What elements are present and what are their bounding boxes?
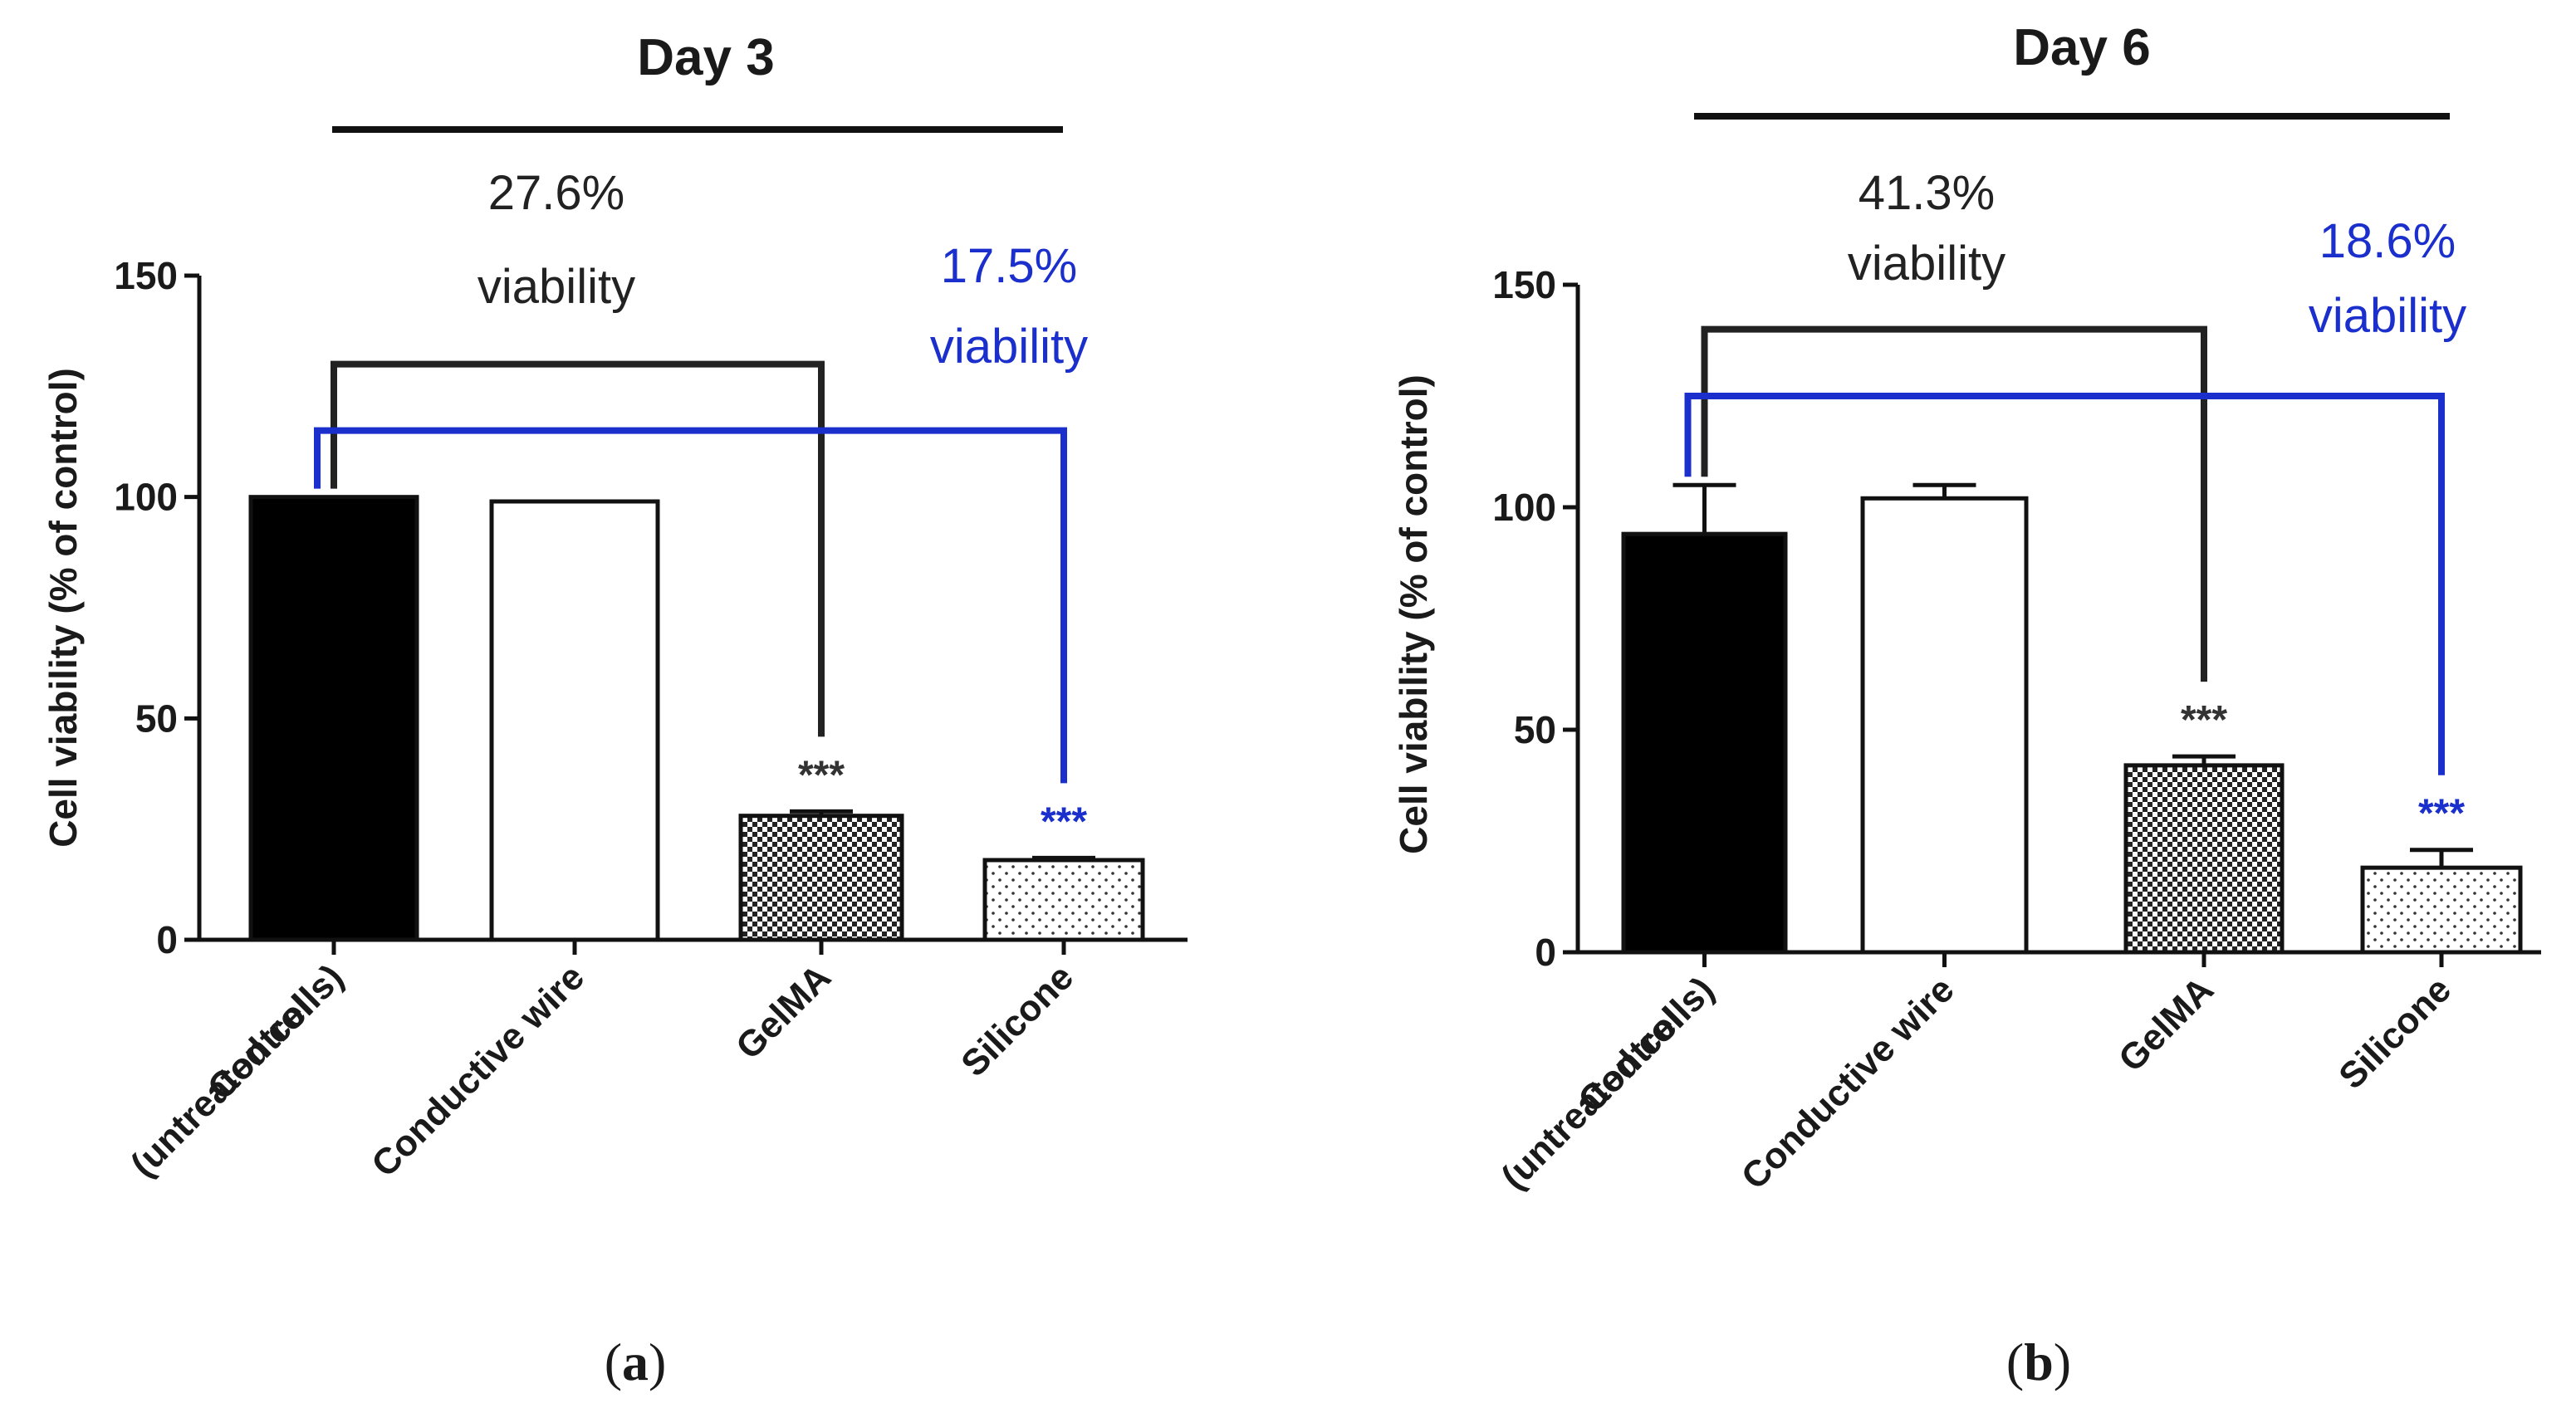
comparison-bracket xyxy=(1701,325,2207,682)
y-tick-label: 0 xyxy=(1535,931,1556,974)
x-category-label: GelMA xyxy=(728,956,839,1067)
annotation-percent: 41.3% xyxy=(1859,166,1995,220)
y-tick-label: 100 xyxy=(114,476,178,519)
panel-label: (b) xyxy=(2006,1332,2071,1391)
chart-title: Day 3 xyxy=(637,29,774,86)
annotation-percent: 18.6% xyxy=(2319,214,2456,268)
y-tick-label: 50 xyxy=(1514,708,1556,751)
y-tick-label: 150 xyxy=(114,254,178,297)
bar xyxy=(1621,531,1788,955)
chart-title: Day 6 xyxy=(2013,19,2150,76)
x-category-label: Silicone xyxy=(2331,969,2459,1097)
bar xyxy=(489,499,660,942)
panel-label: (a) xyxy=(605,1332,667,1391)
significance-stars: *** xyxy=(1041,799,1087,843)
bar xyxy=(2123,763,2285,955)
bar xyxy=(738,814,904,942)
y-tick-label: 50 xyxy=(135,697,178,740)
x-category-label: Conductive wire xyxy=(364,956,592,1185)
bar xyxy=(248,495,419,942)
x-category-label: (untreated cells) xyxy=(1494,969,1722,1197)
annotation-label: viability xyxy=(2309,289,2466,343)
annotation-label: viability xyxy=(477,260,635,314)
x-category-label: Conductive wire xyxy=(1734,969,1962,1197)
x-category-label: Silicone xyxy=(953,956,1081,1084)
y-tick-label: 150 xyxy=(1492,263,1556,306)
comparison-bracket xyxy=(1684,393,2445,775)
annotation-percent: 27.6% xyxy=(488,166,624,220)
comparison-bracket xyxy=(314,427,1067,784)
bar xyxy=(2360,865,2523,955)
annotation-label: viability xyxy=(930,320,1088,374)
x-category-label: (untreated cells) xyxy=(123,956,351,1185)
y-axis-label: Cell viability (% of control) xyxy=(42,368,85,848)
chart-day-6: Day 6 0 50 100 150 Cell viability (% of contr… xyxy=(1392,19,2541,1391)
significance-stars: *** xyxy=(2418,792,2465,836)
significance-stars: *** xyxy=(2181,698,2227,742)
y-axis-label: Cell viability (% of control) xyxy=(1392,374,1435,854)
annotation-percent: 17.5% xyxy=(941,239,1077,293)
chart-day-3: Day 3 0 50 100 150 Cell viability (% of contr… xyxy=(42,29,1188,1391)
bar xyxy=(982,858,1145,942)
y-tick-label: 100 xyxy=(1492,486,1556,529)
x-category-label: GelMA xyxy=(2111,969,2221,1079)
y-tick-label: 0 xyxy=(156,918,178,961)
comparison-bracket xyxy=(331,360,825,737)
significance-stars: *** xyxy=(798,753,845,797)
annotation-label: viability xyxy=(1848,237,2005,291)
bar xyxy=(1860,496,2029,955)
